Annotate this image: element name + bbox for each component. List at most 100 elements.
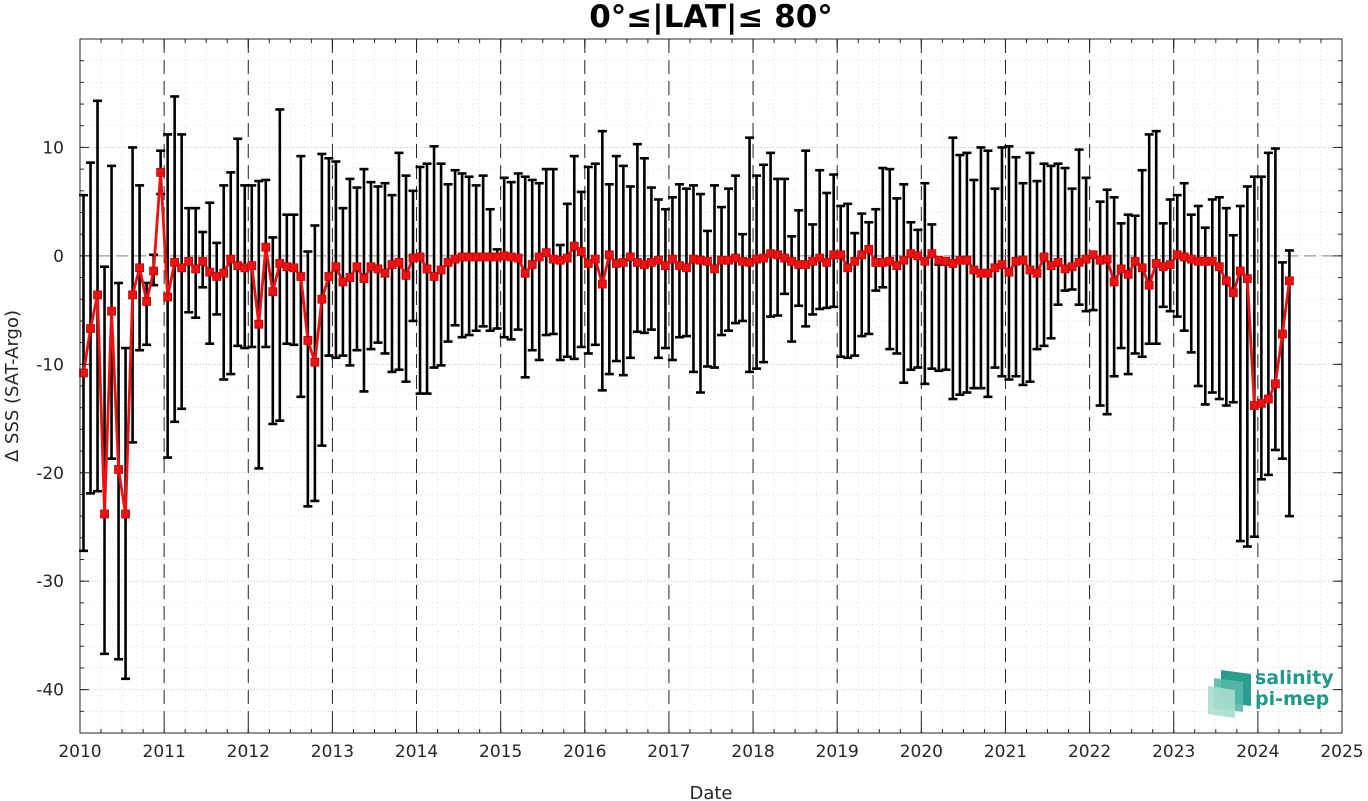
mean-point xyxy=(121,509,130,519)
mean-point xyxy=(1165,260,1175,269)
y-tick-label: -20 xyxy=(36,464,64,484)
mean-point xyxy=(590,254,600,264)
mean-point xyxy=(527,260,537,269)
y-axis-label: Δ SSS (SAT-Argo) xyxy=(2,310,23,462)
x-tick-label: 2019 xyxy=(816,742,859,762)
y-tick-label: -10 xyxy=(36,355,64,375)
mean-point xyxy=(913,251,923,261)
mean-point xyxy=(892,261,902,271)
mean-point xyxy=(261,242,271,252)
mean-point xyxy=(1235,266,1245,276)
mean-point xyxy=(618,257,628,267)
mean-point xyxy=(184,256,194,266)
mean-point xyxy=(1123,269,1133,279)
mean-point xyxy=(359,274,369,284)
x-tick-label: 2016 xyxy=(563,742,606,762)
error-bars xyxy=(79,95,1294,681)
mean-point xyxy=(920,256,930,266)
mean-point xyxy=(254,319,264,329)
mean-point xyxy=(247,261,257,271)
mean-point xyxy=(114,465,123,474)
minor-grid xyxy=(79,38,1343,734)
mean-point xyxy=(864,244,874,254)
mean-point xyxy=(625,252,635,262)
x-axis-label: Date xyxy=(689,783,732,801)
logo-line-1: salinity xyxy=(1255,667,1334,689)
mean-point xyxy=(1116,264,1126,274)
x-tick-label: 2023 xyxy=(1152,742,1195,762)
mean-point xyxy=(1018,255,1028,265)
x-tick-label: 2011 xyxy=(143,742,186,762)
mean-point xyxy=(317,294,327,304)
y-tick-labels: -40 -30 -20 -10 0 10 xyxy=(36,138,64,700)
x-tick-label: 2017 xyxy=(647,742,690,762)
y-tick-label: -30 xyxy=(36,572,64,592)
y-tick-label: -40 xyxy=(36,681,64,701)
mean-point xyxy=(191,264,201,274)
mean-series xyxy=(79,167,1294,519)
mean-point xyxy=(177,263,187,273)
mean-point xyxy=(843,263,853,273)
mean-point xyxy=(899,255,909,265)
y-tick-label: 0 xyxy=(53,247,64,267)
wave-logo-icon xyxy=(1208,670,1251,718)
mean-point xyxy=(1228,288,1238,298)
mean-point xyxy=(93,290,102,300)
mean-point xyxy=(128,290,137,300)
mean-point xyxy=(1242,274,1252,284)
mean-point xyxy=(1144,280,1154,290)
mean-point xyxy=(1207,256,1217,266)
mean-point xyxy=(1053,257,1063,267)
mean-point xyxy=(380,268,390,278)
mean-point xyxy=(1004,267,1014,277)
mean-point xyxy=(268,287,278,297)
mean-point xyxy=(394,257,404,267)
major-grid xyxy=(80,147,1342,691)
mean-point xyxy=(1032,268,1042,278)
mean-point xyxy=(513,253,523,263)
mean-point xyxy=(219,268,229,278)
mean-point xyxy=(1130,256,1140,266)
mean-point xyxy=(226,254,236,264)
mean-point xyxy=(857,250,867,260)
mean-point xyxy=(1270,379,1280,389)
mean-point xyxy=(1221,276,1231,286)
x-tick-label: 2010 xyxy=(58,742,101,762)
mean-point xyxy=(289,263,299,273)
mean-point xyxy=(597,279,607,289)
mean-point xyxy=(654,255,663,265)
mean-point xyxy=(668,254,677,264)
mean-point xyxy=(107,306,116,316)
mean-point xyxy=(682,263,691,273)
year-dividers xyxy=(163,39,1259,733)
x-tick-label: 2012 xyxy=(227,742,270,762)
mean-point xyxy=(983,268,993,278)
mean-point xyxy=(541,248,551,258)
mean-point xyxy=(927,249,937,259)
mean-point xyxy=(198,256,208,266)
salinity-pi-mep-logo: salinity pi-mep xyxy=(1207,666,1347,718)
mean-point xyxy=(1278,329,1287,339)
x-tick-labels: 2010 2011 2012 2013 2014 2015 2016 2017 2018 2019… xyxy=(58,742,1363,762)
mean-point xyxy=(997,260,1007,269)
chart-title: 0°≤|LAT|≤ 80° xyxy=(589,0,833,35)
mean-point xyxy=(604,250,614,260)
mean-point xyxy=(100,509,109,519)
mean-point xyxy=(569,241,579,251)
x-tick-label: 2025 xyxy=(1320,742,1363,762)
mean-point xyxy=(156,167,166,177)
x-tick-label: 2014 xyxy=(395,742,438,762)
x-tick-label: 2013 xyxy=(311,742,354,762)
mean-point xyxy=(822,257,832,267)
mean-point xyxy=(1039,252,1049,262)
mean-point xyxy=(415,252,425,262)
mean-point xyxy=(850,256,860,266)
mean-point xyxy=(324,272,334,281)
mean-point xyxy=(401,270,411,280)
mean-point xyxy=(429,272,439,281)
mean-point xyxy=(576,247,586,256)
mean-point xyxy=(331,262,341,272)
mean-point xyxy=(170,257,180,267)
mean-point xyxy=(352,262,362,272)
